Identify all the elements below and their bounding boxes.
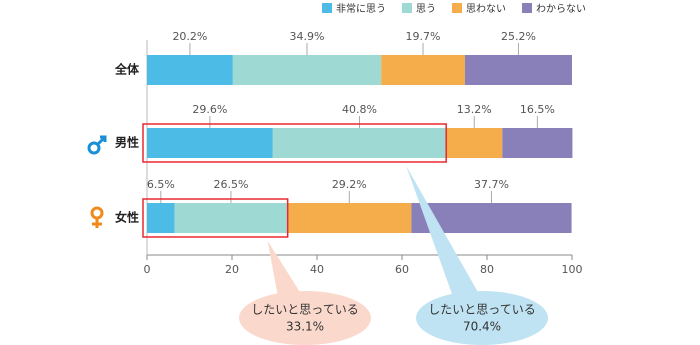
legend-swatch: [522, 3, 532, 13]
value-label: 37.7%: [474, 178, 509, 191]
highlight-box: [142, 198, 289, 238]
callout-text: したいと思っている: [251, 303, 358, 317]
callout-value: 33.1%: [286, 320, 324, 334]
bar-segment: [446, 128, 503, 158]
x-tick-label: 100: [562, 263, 583, 276]
bar-segment: [464, 55, 572, 85]
value-label: 34.9%: [290, 30, 325, 43]
highlight-box: [142, 123, 447, 163]
value-label: 29.2%: [332, 178, 367, 191]
callout-pointer: [267, 241, 310, 308]
female-icon: [90, 206, 104, 228]
callout-bubble: [416, 291, 548, 345]
legend-label: わからない: [536, 3, 586, 15]
bar-segment: [174, 203, 288, 233]
legend-swatch: [402, 3, 412, 13]
value-label: 16.5%: [520, 103, 555, 116]
callout-text: したいと思っている: [428, 303, 535, 317]
x-tick-label: 20: [225, 263, 239, 276]
bar-segment: [147, 128, 273, 158]
male-icon: [87, 135, 107, 155]
value-label: 25.2%: [501, 30, 536, 43]
value-label: 40.8%: [342, 103, 377, 116]
value-label: 29.6%: [192, 103, 227, 116]
bar-segment: [232, 55, 382, 85]
bar-segment: [272, 128, 447, 158]
value-label: 19.7%: [406, 30, 441, 43]
value-label: 6.5%: [147, 178, 175, 191]
x-tick-label: 40: [310, 263, 324, 276]
x-tick-label: 0: [144, 263, 151, 276]
legend-label: 思う: [416, 3, 436, 15]
legend-label: 非常に思う: [336, 2, 386, 15]
value-label: 26.5%: [213, 178, 248, 191]
legend-label: 思わない: [466, 3, 506, 15]
category-label: 男性: [115, 135, 139, 150]
x-tick-label: 80: [480, 263, 494, 276]
legend-swatch: [452, 3, 462, 13]
x-tick-label: 60: [395, 263, 409, 276]
legend-swatch: [322, 3, 332, 13]
bar-segment: [147, 203, 175, 233]
category-label: 全体: [114, 62, 140, 77]
bar-segment: [502, 128, 573, 158]
bar-segment: [381, 55, 465, 85]
value-label: 13.2%: [457, 103, 492, 116]
callout-value: 70.4%: [463, 320, 501, 334]
value-label: 20.2%: [172, 30, 207, 43]
category-label: 女性: [115, 210, 139, 225]
callout-bubble: [239, 291, 371, 345]
callout-pointer: [406, 166, 487, 308]
bar-segment: [147, 55, 233, 85]
bar-segment: [287, 203, 412, 233]
